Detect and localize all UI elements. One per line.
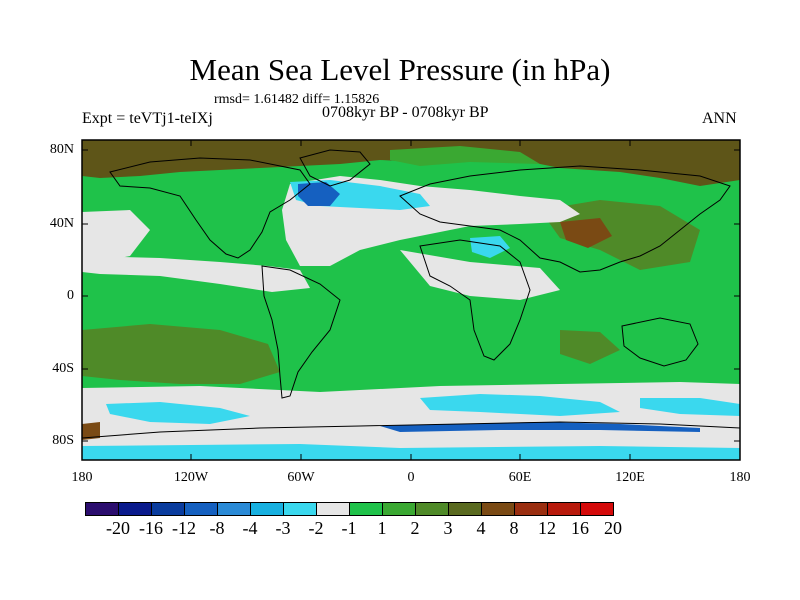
- coast-australia: [621, 317, 699, 367]
- colorbar-swatch: [86, 503, 119, 515]
- x-tick-label: 180: [729, 470, 751, 485]
- colorbar-swatch: [350, 503, 383, 515]
- coast-antarctica: [82, 421, 740, 439]
- field-arctic-green: [390, 146, 540, 166]
- colorbar-label: 2: [410, 518, 420, 538]
- field-eqpac-grey: [82, 256, 310, 292]
- field-asia-brown: [560, 218, 612, 248]
- field-spac-darkgreen: [82, 324, 280, 384]
- colorbar-label: -12: [172, 518, 196, 538]
- field-arctic-brown: [82, 140, 740, 186]
- colorbar-label: -16: [139, 518, 163, 538]
- x-tick-label: 180: [71, 470, 93, 485]
- colorbar-label: 16: [571, 518, 589, 538]
- coast-south-america: [261, 265, 341, 399]
- y-tick-label: 0: [67, 288, 74, 303]
- colorbar-label: -1: [341, 518, 357, 538]
- x-tick-label: 60E: [508, 470, 532, 485]
- field-midlat-darkgreen: [540, 200, 700, 270]
- colorbar-label: -20: [106, 518, 130, 538]
- x-tick-label: 120E: [615, 470, 645, 485]
- colorbar-label: 20: [604, 518, 622, 538]
- colorbar-swatch: [185, 503, 218, 515]
- y-tick-label: 80N: [49, 142, 74, 157]
- colorbar-label: 1: [377, 518, 387, 538]
- y-tick-label: 40S: [52, 361, 74, 376]
- axis-ticks: [82, 140, 740, 460]
- x-tick-label: 60W: [287, 470, 315, 485]
- colorbar-swatch: [548, 503, 581, 515]
- field-southern-cyan-2: [420, 394, 620, 416]
- colorbar-swatch: [383, 503, 416, 515]
- field-antarctic-cyan: [82, 444, 740, 460]
- colorbar-swatch: [119, 503, 152, 515]
- colorbar-swatch: [251, 503, 284, 515]
- field-sindian-darkgreen: [560, 330, 620, 364]
- period-label: 0708kyr BP - 0708kyr BP: [322, 104, 489, 121]
- field-southern-cyan-1: [106, 402, 250, 424]
- field-southern-cyan-3: [640, 398, 740, 416]
- colorbar-swatch: [515, 503, 548, 515]
- map-field: [82, 140, 740, 460]
- colorbar-swatch: [284, 503, 317, 515]
- colorbar-label: -8: [209, 518, 225, 538]
- map-title: Mean Sea Level Pressure (in hPa): [189, 52, 611, 87]
- rmsd-diff-stats: rmsd= 1.61482 diff= 1.15826: [214, 92, 380, 107]
- field-indian-grey: [400, 250, 560, 300]
- field-mediterranean-cyan: [470, 236, 510, 258]
- colorbar-label: 4: [476, 518, 486, 538]
- field-npac-grey: [82, 210, 150, 262]
- colorbar-swatch: [449, 503, 482, 515]
- coast-north-america: [109, 157, 311, 259]
- colorbar-label: 8: [509, 518, 519, 538]
- coastlines: [82, 149, 740, 439]
- coast-africa: [419, 239, 531, 361]
- field-atlantic-blue: [298, 182, 340, 206]
- y-tick-label: 80S: [52, 433, 74, 448]
- y-tick-label: 40N: [49, 216, 74, 231]
- colorbar-label: -2: [308, 518, 324, 538]
- field-antarctic-brown: [82, 422, 100, 440]
- experiment-label: Expt = teVTj1-teIXj: [82, 110, 213, 127]
- colorbar-label: -3: [275, 518, 291, 538]
- season-label: ANN: [702, 110, 737, 127]
- colorbar-swatch: [152, 503, 185, 515]
- colorbar-swatch: [218, 503, 251, 515]
- colorbar-swatch: [416, 503, 449, 515]
- colorbar-swatch: [581, 503, 613, 515]
- coast-greenland: [299, 149, 371, 187]
- colorbar: [85, 502, 614, 516]
- colorbar-swatch: [317, 503, 350, 515]
- x-tick-label: 0: [407, 470, 415, 485]
- colorbar-label: 12: [538, 518, 556, 538]
- colorbar-label: -4: [242, 518, 258, 538]
- colorbar-label: 3: [443, 518, 453, 538]
- colorbar-swatch: [482, 503, 515, 515]
- x-tick-label: 120W: [173, 470, 209, 485]
- coast-europe-asia: [399, 165, 731, 273]
